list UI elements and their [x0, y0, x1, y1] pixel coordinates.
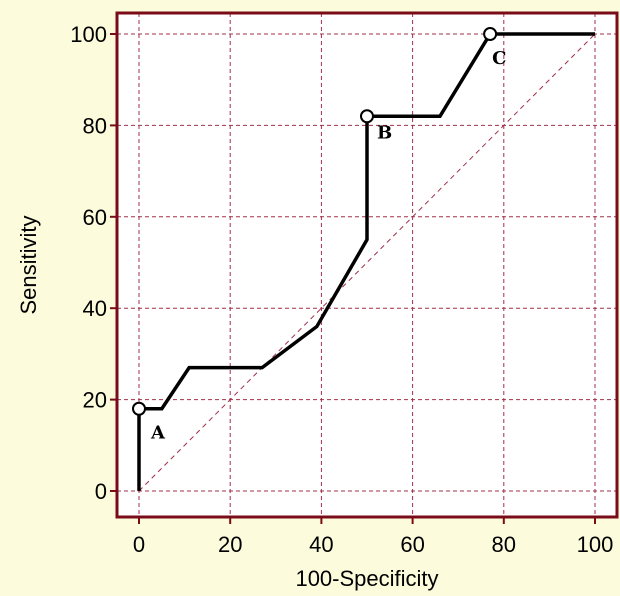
labeled-points: A B C [132, 27, 506, 444]
point-marker-a [132, 401, 146, 416]
y-tick-label: 60 [83, 205, 107, 230]
point-label-a: A [150, 423, 166, 444]
y-tick-label: 100 [70, 22, 107, 47]
plot-area [117, 13, 617, 517]
x-tick-label: 100 [577, 532, 614, 557]
point-marker-b [360, 109, 374, 124]
x-tick-label: 20 [218, 532, 242, 557]
y-tick-label: 40 [83, 296, 107, 321]
x-axis-ticks: 0 20 40 60 80 100 [133, 517, 613, 557]
x-tick-label: 40 [309, 532, 333, 557]
y-axis-label: Sensitivity [16, 215, 41, 314]
y-tick-label: 80 [83, 113, 107, 138]
x-axis-label: 100-Specificity [295, 566, 438, 591]
x-tick-label: 60 [400, 532, 424, 557]
x-tick-label: 80 [492, 532, 516, 557]
point-label-b: B [377, 122, 392, 143]
x-tick-label: 0 [133, 532, 145, 557]
plot-frame [115, 11, 619, 519]
y-tick-label: 20 [83, 388, 107, 413]
point-marker-c [483, 27, 498, 41]
point-label-c: C [492, 48, 506, 69]
roc-curve [137, 32, 595, 491]
y-axis-ticks: 0 20 40 60 80 100 [70, 22, 117, 504]
y-tick-label: 0 [95, 479, 107, 504]
